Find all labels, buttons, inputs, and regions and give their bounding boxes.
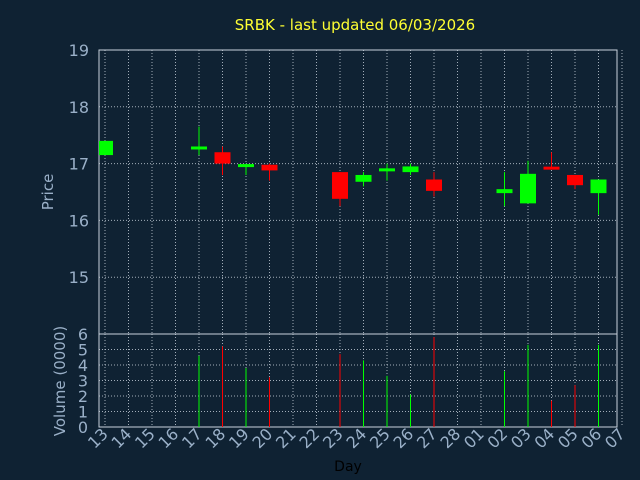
candle-body — [238, 164, 254, 168]
candle-body — [355, 174, 372, 182]
volume-bars-layer — [198, 337, 599, 427]
price-tick-label: 16 — [69, 211, 89, 230]
volume-panel-frame — [98, 333, 618, 428]
candle-body — [567, 174, 583, 186]
candle-body — [590, 179, 607, 194]
price-tick-label: 18 — [69, 98, 89, 117]
price-tick-label: 17 — [69, 155, 89, 174]
candle-body — [379, 168, 395, 172]
volume-tick-label: 6 — [78, 325, 88, 344]
volume-tick-label: 3 — [78, 372, 88, 391]
price-tick-label: 15 — [69, 268, 89, 287]
candle-body — [261, 164, 278, 171]
x-axis: 1314151617181920212223242526272801020304… — [84, 424, 629, 452]
volume-tick-label: 2 — [78, 387, 88, 406]
candle-body — [332, 172, 348, 199]
candle-body — [214, 152, 231, 164]
price-tick-label: 19 — [69, 41, 89, 60]
price-axis: 15 16 17 18 19 — [69, 41, 89, 287]
volume-axis-label: Volume (0000) — [51, 326, 69, 436]
candles-layer — [99, 126, 607, 215]
candle-body — [496, 189, 513, 194]
x-axis-label: Day — [334, 459, 362, 475]
price-axis-label: Price — [39, 174, 57, 211]
volume-tick-label: 4 — [78, 356, 88, 375]
candle-body — [402, 166, 419, 173]
candle-body — [543, 166, 560, 170]
candle-body — [191, 146, 207, 150]
candle-body — [426, 179, 442, 191]
volume-tick-label: 0 — [78, 418, 88, 437]
volume-tick-label: 1 — [78, 403, 88, 422]
candle-body — [520, 173, 536, 204]
volume-tick-label: 5 — [78, 341, 88, 360]
chart-title: SRBK - last updated 06/03/2026 — [235, 16, 475, 34]
candle-body — [99, 140, 113, 156]
